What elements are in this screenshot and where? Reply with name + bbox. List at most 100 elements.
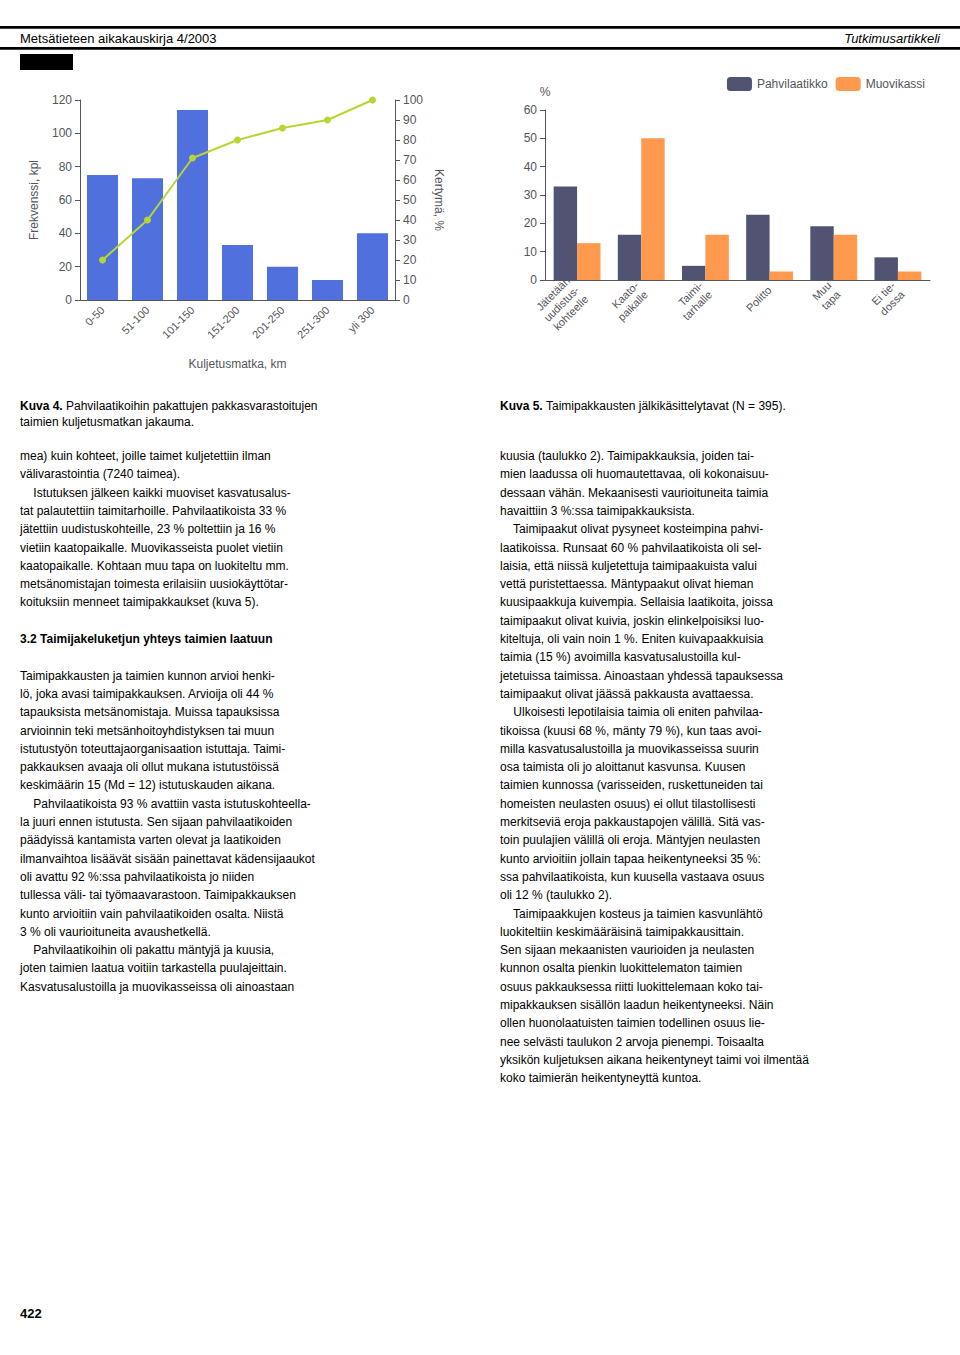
svg-text:201-250: 201-250 <box>250 304 287 341</box>
svg-text:kunto arvioitiin jollain tapaa: kunto arvioitiin jollain tapaa heikentyn… <box>500 852 761 866</box>
svg-text:Ulkoisesti lepotilaisia taimia: Ulkoisesti lepotilaisia taimia oli enite… <box>500 705 763 719</box>
svg-text:Kasvatusalustoilla ja muovikas: Kasvatusalustoilla ja muovikasseissa oli… <box>20 980 294 994</box>
svg-text:Politto: Politto <box>744 284 774 314</box>
svg-text:0: 0 <box>65 293 72 307</box>
svg-text:50: 50 <box>524 131 538 145</box>
svg-text:lö, joka avasi taimipakkauksen: lö, joka avasi taimipakkauksen. Arvioija… <box>20 687 274 701</box>
svg-text:Metsätieteen aikakauskirja 4/2: Metsätieteen aikakauskirja 4/2003 <box>20 31 217 46</box>
svg-text:20: 20 <box>524 216 538 230</box>
svg-text:Pahvilaatikoihin oli pakattu m: Pahvilaatikoihin oli pakattu mäntyjä ja … <box>20 943 274 957</box>
svg-text:ilmanvaihtoa lisäävät sisään p: ilmanvaihtoa lisäävät sisään painettavat… <box>20 852 316 866</box>
svg-text:51-100: 51-100 <box>119 304 152 337</box>
svg-text:Taimipakkausten jälkikäsittely: Taimipakkausten jälkikäsittelytavat (N =… <box>546 399 786 413</box>
svg-text:taimipaakut olivat jäässä pakk: taimipaakut olivat jäässä pakkausta avat… <box>500 687 753 701</box>
svg-text:Kuva 5.: Kuva 5. <box>500 399 543 413</box>
svg-text:Frekvenssi, kpl: Frekvenssi, kpl <box>27 160 41 240</box>
svg-text:Pahvilaatikoihin pakattujen pa: Pahvilaatikoihin pakattujen pakkasvarast… <box>66 399 318 413</box>
svg-text:tapauksista metsänomistaja. Mu: tapauksista metsänomistaja. Muissa tapau… <box>20 705 280 719</box>
svg-text:oli 12 % (taulukko 2).: oli 12 % (taulukko 2). <box>500 888 612 902</box>
svg-text:nee selvästi taulukon 2 arvoja: nee selvästi taulukon 2 arvoja pienempi.… <box>500 1035 764 1049</box>
svg-text:Pahvilaatikoista 93 % avattiin: Pahvilaatikoista 93 % avattiin vasta ist… <box>20 797 311 811</box>
svg-text:Istutuksen jälkeen kaikki muov: Istutuksen jälkeen kaikki muoviset kasva… <box>20 486 291 500</box>
svg-text:3 % oli vaurioituneita avaushe: 3 % oli vaurioituneita avaushetkellä. <box>20 925 211 939</box>
svg-text:Taimipakkausten ja taimien kun: Taimipakkausten ja taimien kunnon arvioi… <box>20 669 275 683</box>
svg-text:Kuljetusmatka, km: Kuljetusmatka, km <box>188 357 286 371</box>
svg-text:kohteelle: kohteelle <box>551 293 591 333</box>
svg-text:yksikön kuljetuksen aikana hei: yksikön kuljetuksen aikana heikentyneyt … <box>500 1053 809 1067</box>
svg-text:tarhalle: tarhalle <box>680 288 714 322</box>
svg-text:kuusia (taulukko 2). Taimipakk: kuusia (taulukko 2). Taimipakkauksia, jo… <box>500 449 754 463</box>
svg-text:Pahvilaatikko: Pahvilaatikko <box>757 77 828 91</box>
svg-text:vietiin kaatopaikalle. Muovika: vietiin kaatopaikalle. Muovikasseista pu… <box>20 541 283 555</box>
svg-text:20: 20 <box>59 260 73 274</box>
svg-text:251-300: 251-300 <box>295 304 332 341</box>
svg-text:paikalle: paikalle <box>615 288 650 323</box>
svg-text:oli avattu 92 %:ssa pahvilaati: oli avattu 92 %:ssa pahvilaatikoista jo … <box>20 870 254 884</box>
svg-text:yli 300: yli 300 <box>346 304 377 335</box>
svg-text:kaatopaikalle. Kohtaan muu tap: kaatopaikalle. Kohtaan muu tapa on luoki… <box>20 559 289 573</box>
svg-text:istutustyön toteuttajaorganisa: istutustyön toteuttajaorganisaation istu… <box>20 742 285 756</box>
svg-text:jätettiin uudistuskohteille, 2: jätettiin uudistuskohteille, 23 % poltet… <box>19 522 276 536</box>
svg-text:taimien kunnossa (varisseiden,: taimien kunnossa (varisseiden, ruskettun… <box>500 778 763 792</box>
svg-text:vettä puristettaessa. Mäntypaa: vettä puristettaessa. Mäntypaakut olivat… <box>500 577 753 591</box>
svg-text:422: 422 <box>20 1306 42 1321</box>
svg-text:milla kasvatusalustoilla ja mu: milla kasvatusalustoilla ja muovikasseis… <box>500 742 759 756</box>
svg-text:laisia, että niissä kuljetettu: laisia, että niissä kuljetettuja taimipa… <box>500 559 757 573</box>
svg-text:%: % <box>540 85 551 99</box>
svg-text:osa taimista oli jo aloittanut: osa taimista oli jo aloittanut kasvunsa.… <box>500 760 745 774</box>
svg-text:151-200: 151-200 <box>205 304 242 341</box>
svg-text:kuusipaakkuja kuivempia. Sella: kuusipaakkuja kuivempia. Sellaisia laati… <box>500 595 773 609</box>
svg-text:la juuri ennen istutusta. Sen: la juuri ennen istutusta. Sen sijaan pah… <box>20 815 292 829</box>
svg-text:tullessa väli- tai työmaavaras: tullessa väli- tai työmaavarastoon. Taim… <box>20 888 296 902</box>
svg-text:90: 90 <box>403 113 417 127</box>
svg-text:10: 10 <box>403 273 417 287</box>
svg-text:100: 100 <box>52 126 72 140</box>
svg-text:Sen sijaan mekaanisten vaurioi: Sen sijaan mekaanisten vaurioiden ja neu… <box>500 943 754 957</box>
svg-text:3.2 Taimijakeluketjun yhteys t: 3.2 Taimijakeluketjun yhteys taimien laa… <box>20 632 273 646</box>
svg-text:jetetuissa taimissa. Ainoastaa: jetetuissa taimissa. Ainoastaan yhdessä … <box>499 669 783 683</box>
svg-text:80: 80 <box>403 133 417 147</box>
svg-text:Tutkimusartikkeli: Tutkimusartikkeli <box>844 31 941 46</box>
svg-text:arvioinnin teki metsänhoitoyhd: arvioinnin teki metsänhoitoyhdistyksen t… <box>20 724 274 738</box>
svg-text:40: 40 <box>59 226 73 240</box>
svg-text:joten taimien laatua voitiin t: joten taimien laatua voitiin tarkastella… <box>19 961 287 975</box>
svg-text:40: 40 <box>524 160 538 174</box>
svg-text:päädyissä kantamista varten ol: päädyissä kantamista varten olevat ja la… <box>20 833 281 847</box>
svg-text:101-150: 101-150 <box>160 304 197 341</box>
svg-text:0: 0 <box>403 293 410 307</box>
svg-text:laatikoissa. Runsaat 60 % pahv: laatikoissa. Runsaat 60 % pahvilaatikois… <box>500 541 761 555</box>
svg-text:120: 120 <box>52 93 72 107</box>
svg-text:osuus pakkauksessa riitti luok: osuus pakkauksessa riitti luokittelemaan… <box>500 980 763 994</box>
svg-text:40: 40 <box>403 213 417 227</box>
svg-text:mea) kuin kohteet, joille taim: mea) kuin kohteet, joille taimet kuljete… <box>20 449 271 463</box>
svg-text:koko taimierän heikentyneyttä: koko taimierän heikentyneyttä kuntoa. <box>500 1071 701 1085</box>
svg-text:homeisten neulasten osuus) ei: homeisten neulasten osuus) ei ollut tila… <box>500 797 755 811</box>
svg-text:80: 80 <box>59 160 73 174</box>
svg-text:20: 20 <box>403 253 417 267</box>
svg-text:50: 50 <box>403 193 417 207</box>
svg-text:ssa pahvilaatikoista, kun kuus: ssa pahvilaatikoista, kun kuusella vasta… <box>500 870 764 884</box>
svg-text:tapa: tapa <box>819 288 843 312</box>
svg-text:Kertymä, %: Kertymä, % <box>432 169 446 231</box>
svg-text:0-50: 0-50 <box>83 304 107 328</box>
svg-text:0: 0 <box>530 273 537 287</box>
svg-text:keskimäärin 15 (Md = 12) istut: keskimäärin 15 (Md = 12) istutuskauden a… <box>20 778 275 792</box>
svg-text:tikoissa (kuusi 68 %, mänty 79: tikoissa (kuusi 68 %, mänty 79 %), kun t… <box>500 724 761 738</box>
svg-text:mipakkauksen sisällön laadun h: mipakkauksen sisällön laadun heikentynee… <box>500 998 774 1012</box>
svg-text:dossa: dossa <box>878 288 908 318</box>
svg-text:merkitseviä eroja pakkaustapoj: merkitseviä eroja pakkaustapojen välillä… <box>500 815 765 829</box>
svg-text:kiteltuja, oli vain noin 1 %.: kiteltuja, oli vain noin 1 %. Eniten kui… <box>500 632 764 646</box>
svg-text:ollen huonolaatuisten taimien: ollen huonolaatuisten taimien todellinen… <box>500 1016 765 1030</box>
svg-text:Muovikassi: Muovikassi <box>866 77 925 91</box>
svg-text:kunto arvioitiin vain pahvilaa: kunto arvioitiin vain pahvilaatikoiden o… <box>20 907 284 921</box>
svg-text:metsänomistajan toimesta erila: metsänomistajan toimesta erilaisiin uusi… <box>20 577 288 591</box>
svg-text:70: 70 <box>403 153 417 167</box>
svg-text:Taimipaakkujen kosteus ja taim: Taimipaakkujen kosteus ja taimien kasvun… <box>500 907 763 921</box>
svg-text:30: 30 <box>524 188 538 202</box>
svg-text:60: 60 <box>59 193 73 207</box>
svg-text:Kuva 4.: Kuva 4. <box>20 399 63 413</box>
svg-text:taimien kuljetusmatkan jakauma: taimien kuljetusmatkan jakauma. <box>20 415 194 429</box>
svg-text:havaittiin 3 %:ssa taimipakkau: havaittiin 3 %:ssa taimipakkauksista. <box>500 504 695 518</box>
svg-text:taimipaakut olivat kuivia, jos: taimipaakut olivat kuivia, joskin elinke… <box>500 614 764 628</box>
svg-text:pakkauksen avaaja oli ollut mu: pakkauksen avaaja oli ollut mukana istut… <box>20 760 279 774</box>
